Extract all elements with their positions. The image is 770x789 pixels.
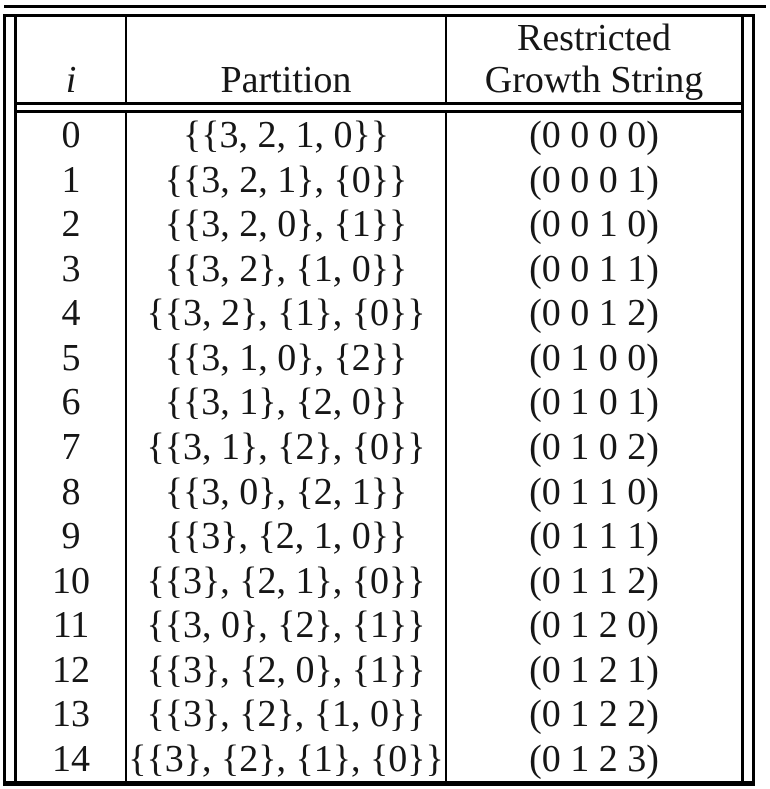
cell-partition: {{3, 2, 0}, {1}}	[127, 202, 447, 247]
table-row: 7 {{3, 1}, {2}, {0}} (0 1 0 2)	[17, 424, 741, 470]
cell-index: 2	[17, 202, 127, 247]
cell-rgs: (0 0 1 0)	[529, 203, 659, 246]
cell-index: 3	[17, 246, 127, 292]
cell-partition: {{3}, {2}, {1, 0}}	[127, 691, 447, 737]
header-i-label: i	[65, 59, 77, 101]
table-body: 0 {{3, 2, 1, 0}} (0 0 0 0) 1 {{3, 2, 1},…	[17, 113, 741, 781]
cell-rgs: (0 1 2 1)	[529, 648, 659, 691]
cell-partition: {{3, 1, 0}, {2}}	[127, 335, 447, 381]
column-header-rgs: Restricted Growth String	[447, 17, 741, 105]
cell-partition: {{3}, {2, 1}, {0}}	[127, 558, 447, 603]
table-row: 0 {{3, 2, 1, 0}} (0 0 0 0)	[17, 113, 741, 158]
cell-partition: {{3, 2, 1}, {0}}	[127, 157, 447, 203]
cell-index: 4	[17, 291, 127, 336]
cell-rgs: (0 1 2 2)	[529, 693, 659, 736]
cell-index: 0	[17, 113, 127, 158]
table-inner-frame: i Partition Restricted Growth String 0 {…	[14, 17, 744, 781]
header-body-separator	[17, 102, 741, 113]
top-rule	[4, 5, 766, 8]
column-header-i: i	[17, 17, 127, 105]
table-row: 9 {{3}, {2, 1, 0}} (0 1 1 1)	[17, 513, 741, 559]
cell-rgs: (0 0 0 1)	[529, 158, 659, 201]
table-row: 1 {{3, 2, 1}, {0}} (0 0 0 1)	[17, 157, 741, 203]
table-row: 5 {{3, 1, 0}, {2}} (0 1 0 0)	[17, 335, 741, 381]
cell-index: 12	[17, 647, 127, 692]
table-row: 4 {{3, 2}, {1}, {0}} (0 0 1 2)	[17, 291, 741, 336]
cell-partition: {{3}, {2, 1, 0}}	[127, 513, 447, 559]
table-header-row: i Partition Restricted Growth String	[17, 17, 741, 105]
cell-rgs: (0 1 0 2)	[529, 425, 659, 468]
cell-partition: {{3, 0}, {2, 1}}	[127, 469, 447, 514]
cell-rgs: (0 1 1 1)	[529, 515, 659, 558]
column-header-partition: Partition	[127, 17, 447, 105]
table-row: 11 {{3, 0}, {2}, {1}} (0 1 2 0)	[17, 602, 741, 648]
cell-partition: {{3, 0}, {2}, {1}}	[127, 602, 447, 648]
cell-partition: {{3, 2, 1, 0}}	[127, 113, 447, 158]
cell-partition: {{3}, {2}, {1}, {0}}	[127, 736, 447, 781]
cell-index: 9	[17, 513, 127, 559]
cell-rgs: (0 1 1 2)	[529, 559, 659, 602]
cell-index: 8	[17, 469, 127, 514]
cell-index: 1	[17, 157, 127, 203]
table-outer-frame: i Partition Restricted Growth String 0 {…	[3, 14, 755, 786]
header-partition-label: Partition	[220, 59, 352, 101]
cell-rgs: (0 1 0 0)	[529, 336, 659, 379]
cell-index: 14	[17, 736, 127, 781]
cell-index: 6	[17, 380, 127, 425]
cell-rgs: (0 1 0 1)	[529, 381, 659, 424]
cell-rgs: (0 1 2 3)	[529, 737, 659, 780]
cell-rgs: (0 0 1 1)	[529, 247, 659, 290]
table-row: 10 {{3}, {2, 1}, {0}} (0 1 1 2)	[17, 558, 741, 603]
table-row: 2 {{3, 2, 0}, {1}} (0 0 1 0)	[17, 202, 741, 247]
table-row: 14 {{3}, {2}, {1}, {0}} (0 1 2 3)	[17, 736, 741, 781]
cell-rgs: (0 0 1 2)	[529, 292, 659, 335]
cell-index: 10	[17, 558, 127, 603]
table-row: 13 {{3}, {2}, {1, 0}} (0 1 2 2)	[17, 691, 741, 737]
table-row: 3 {{3, 2}, {1, 0}} (0 0 1 1)	[17, 246, 741, 292]
table-row: 12 {{3}, {2, 0}, {1}} (0 1 2 1)	[17, 647, 741, 692]
cell-partition: {{3}, {2, 0}, {1}}	[127, 647, 447, 692]
cell-rgs: (0 1 1 0)	[529, 470, 659, 513]
table-row: 8 {{3, 0}, {2, 1}} (0 1 1 0)	[17, 469, 741, 514]
header-rgs-label-line2: Growth String	[484, 59, 704, 101]
cell-index: 5	[17, 335, 127, 381]
cell-index: 7	[17, 424, 127, 470]
cell-partition: {{3, 2}, {1}, {0}}	[127, 291, 447, 336]
cell-partition: {{3, 1}, {2}, {0}}	[127, 424, 447, 470]
cell-index: 11	[17, 602, 127, 648]
cell-partition: {{3, 2}, {1, 0}}	[127, 246, 447, 292]
cell-rgs: (0 0 0 0)	[529, 114, 659, 157]
cell-index: 13	[17, 691, 127, 737]
cell-partition: {{3, 1}, {2, 0}}	[127, 380, 447, 425]
table-row: 6 {{3, 1}, {2, 0}} (0 1 0 1)	[17, 380, 741, 425]
header-rgs-label-line1: Restricted	[516, 17, 672, 59]
cell-rgs: (0 1 2 0)	[529, 604, 659, 647]
